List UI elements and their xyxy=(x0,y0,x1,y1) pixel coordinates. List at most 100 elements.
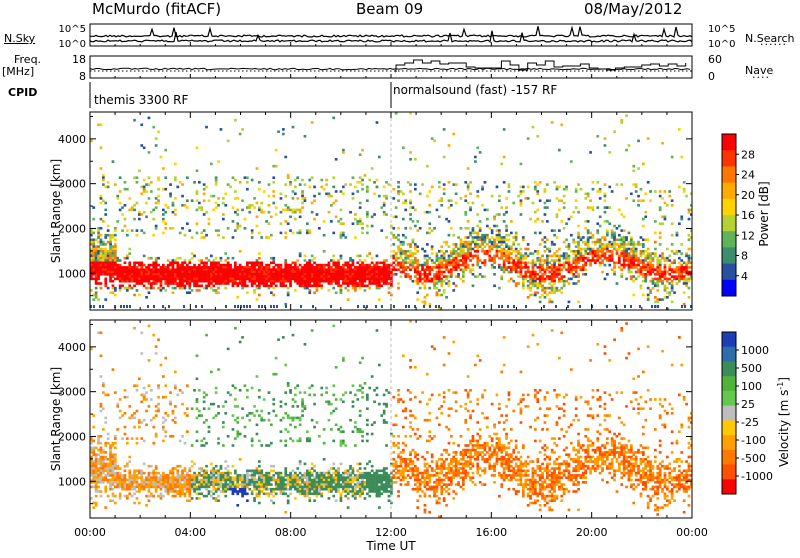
power-cell xyxy=(176,264,179,267)
power-cell xyxy=(258,294,261,297)
power-cell xyxy=(426,266,429,269)
power-cell xyxy=(572,257,575,260)
power-cell xyxy=(589,248,592,251)
power-cell xyxy=(95,264,98,267)
power-cell xyxy=(462,241,465,244)
power-cell xyxy=(306,264,309,267)
power-cell xyxy=(491,243,494,246)
power-cell xyxy=(97,259,100,262)
power-cell xyxy=(462,255,465,258)
power-cell xyxy=(260,273,263,276)
power-cell xyxy=(114,289,117,292)
power-cell xyxy=(539,181,542,184)
power-cell xyxy=(183,305,185,308)
power-cell xyxy=(498,287,501,290)
power-cell xyxy=(580,239,583,242)
velocity-cell xyxy=(164,384,167,387)
power-cell xyxy=(500,241,503,244)
power-cell xyxy=(505,259,508,262)
power-cell xyxy=(193,266,196,269)
power-cell xyxy=(584,264,587,267)
velocity-cell xyxy=(200,474,203,477)
power-cell xyxy=(347,266,350,269)
power-cell xyxy=(613,241,616,244)
power-cell xyxy=(354,213,357,216)
velocity-cell xyxy=(155,483,158,486)
power-cell xyxy=(162,167,165,170)
power-cell xyxy=(361,222,364,225)
power-cell xyxy=(366,211,369,214)
power-cell xyxy=(256,167,259,170)
power-cell xyxy=(484,264,487,267)
power-cell xyxy=(270,275,273,278)
power-cell xyxy=(688,239,691,242)
power-cell xyxy=(457,275,460,278)
power-cell xyxy=(544,287,547,290)
power-cell xyxy=(642,245,645,248)
velocity-cell xyxy=(256,410,259,413)
power-cell xyxy=(340,271,343,274)
power-cell xyxy=(251,280,254,283)
power-cell xyxy=(332,259,335,262)
power-cell xyxy=(133,204,136,207)
power-cell xyxy=(445,241,448,244)
power-cell xyxy=(383,266,386,269)
power-cell xyxy=(630,305,632,308)
power-cell xyxy=(455,285,458,288)
power-cell xyxy=(313,266,316,269)
power-cell xyxy=(268,264,271,267)
power-cell xyxy=(409,199,412,202)
velocity-cell xyxy=(116,405,119,408)
power-cell xyxy=(428,271,431,274)
power-cell xyxy=(157,280,160,283)
velocity-cell xyxy=(184,470,187,473)
power-cell xyxy=(464,213,467,216)
power-cell xyxy=(284,232,287,235)
velocity-cell xyxy=(92,440,95,443)
power-cell xyxy=(426,165,429,168)
power-cell xyxy=(553,234,556,237)
power-cell xyxy=(517,259,520,262)
power-cell xyxy=(479,229,482,232)
velocity-cell xyxy=(107,479,110,482)
power-cell xyxy=(668,291,671,294)
power-cell xyxy=(508,186,511,189)
power-cell xyxy=(102,255,105,258)
power-cell xyxy=(140,144,143,147)
velocity-cell xyxy=(160,497,163,500)
velocity-cell xyxy=(244,481,247,484)
power-cell xyxy=(659,255,662,258)
velocity-cell xyxy=(251,490,254,493)
power-cell xyxy=(376,266,379,269)
velocity-cell xyxy=(160,364,163,367)
velocity-cell xyxy=(109,499,112,502)
power-cell xyxy=(397,248,400,251)
power-cell xyxy=(97,268,100,271)
power-cell xyxy=(469,206,472,209)
power-cell xyxy=(568,259,571,262)
velocity-cell xyxy=(164,490,167,493)
power-cell xyxy=(335,291,338,294)
power-cell xyxy=(299,229,302,232)
velocity-cell xyxy=(138,419,141,422)
velocity-cell xyxy=(236,476,239,479)
power-cell xyxy=(359,218,362,221)
velocity-cell xyxy=(104,444,107,447)
power-cell xyxy=(491,232,494,235)
power-cell xyxy=(464,211,467,214)
velocity-cell xyxy=(157,403,160,406)
power-cell xyxy=(522,190,525,193)
power-cell xyxy=(253,197,256,200)
power-cell xyxy=(104,278,107,281)
power-cell xyxy=(457,236,460,239)
velocity-cell xyxy=(100,463,103,466)
power-cell xyxy=(455,245,458,248)
power-cell xyxy=(143,232,146,235)
power-cell xyxy=(656,264,659,267)
power-cell xyxy=(181,278,184,281)
power-cell xyxy=(188,282,191,285)
power-cell xyxy=(188,275,191,278)
power-cell xyxy=(193,285,196,288)
power-cell xyxy=(383,273,386,276)
power-cell xyxy=(176,268,179,271)
